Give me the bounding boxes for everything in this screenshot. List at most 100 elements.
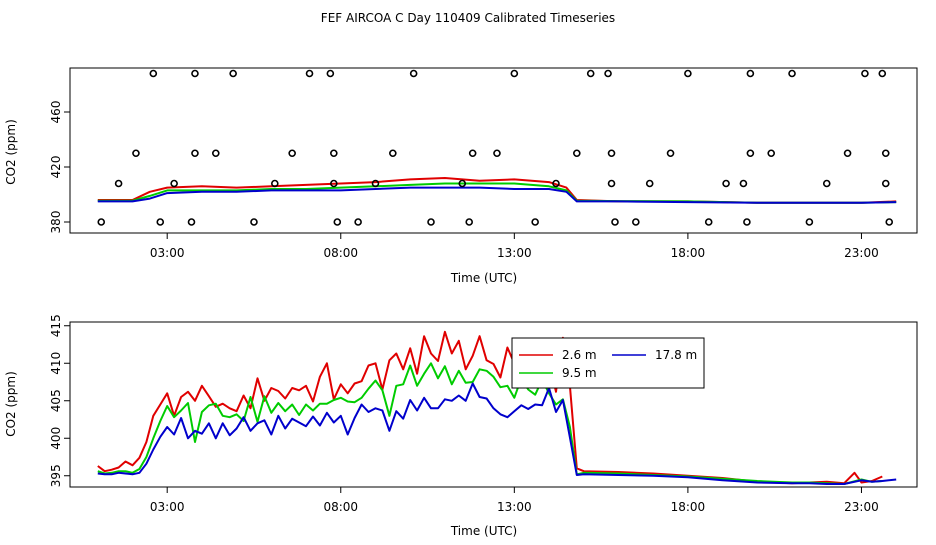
bottom-x-axis: 03:00 08:00 13:00 18:00 23:00 [150,487,879,514]
x-tick-label: 03:00 [150,246,185,260]
scatter-point [191,69,199,78]
scatter-point [645,179,654,188]
scatter-point [604,69,612,78]
scatter-point [739,179,748,188]
scatter-point [552,179,560,188]
scatter-point [271,179,279,188]
scatter-point [586,69,595,78]
legend-label-9-5m: 9.5 m [562,366,597,380]
x-tick-label: 03:00 [150,500,185,514]
scatter-point [132,149,140,158]
scatter-point [746,149,755,158]
scatter-point [250,218,258,226]
y-tick-label: 415 [49,314,63,337]
x-tick-label: 23:00 [844,246,879,260]
scatter-point [743,218,751,226]
bottom-series-lines [97,330,897,485]
scatter-point [881,179,890,188]
scatter-point [878,69,887,78]
y-tick-label: 420 [49,156,63,179]
scatter-point [885,218,894,226]
legend: 2.6 m 9.5 m 17.8 m [511,337,705,389]
scatter-point [389,149,397,158]
legend-label-17-8m: 17.8 m [655,348,697,362]
bottom-plot-frame [69,321,918,488]
scatter-point [326,69,335,78]
scatter-point [330,179,338,188]
scatter-point [510,69,519,78]
top-plot-frame [69,67,918,234]
top-scatter-points [97,69,894,226]
y-tick-label: 400 [49,427,63,450]
scatter-point [305,69,314,78]
scatter-point [288,149,296,158]
chart-title: FEF AIRCOA C Day 110409 Calibrated Times… [321,11,615,25]
series-line-2-6-m [97,330,883,485]
series-line-17-8-m [97,382,897,485]
scatter-point [746,69,755,78]
scatter-point [607,149,616,158]
x-tick-label: 08:00 [323,500,358,514]
scatter-point [805,218,814,226]
scatter-point [684,69,692,78]
scatter-point [632,218,640,226]
x-tick-label: 13:00 [497,500,532,514]
scatter-point [722,179,730,188]
bottom-panel: 03:00 08:00 13:00 18:00 23:00 395 400 405 410 41… [4,314,918,538]
x-tick-label: 23:00 [844,500,879,514]
scatter-point [465,218,474,226]
top-panel: 03:00 08:00 13:00 18:00 23:00 380 420 460 Time… [4,67,918,285]
top-x-axis: 03:00 08:00 13:00 18:00 23:00 [150,233,879,260]
scatter-point [170,179,178,188]
scatter-point [211,149,220,158]
scatter-point [607,179,616,188]
scatter-point [229,69,237,78]
scatter-point [354,218,362,226]
scatter-point [330,149,338,158]
top-y-axis-title: CO2 (ppm) [4,119,18,185]
top-series-lines [97,177,897,204]
scatter-point [191,149,199,158]
scatter-point [881,149,890,158]
scatter-point [666,149,675,158]
y-tick-label: 460 [49,101,63,124]
y-tick-label: 380 [49,211,63,234]
bottom-y-axis: 395 400 405 410 415 [49,314,70,487]
scatter-point [767,149,776,158]
top-y-axis: 380 420 460 [49,101,70,234]
scatter-point [822,179,831,188]
scatter-point [97,218,106,226]
scatter-point [149,69,158,78]
scatter-point [114,179,123,188]
scatter-point [611,218,619,226]
scatter-point [788,69,796,78]
legend-label-2-6m: 2.6 m [562,348,597,362]
series-line-17-8-m [97,186,897,204]
scatter-point [458,179,467,188]
series-line-9-5-m [97,362,883,485]
legend-box [511,337,705,389]
scatter-point [493,149,501,158]
y-tick-label: 405 [49,389,63,412]
scatter-point [409,69,418,78]
y-tick-label: 395 [49,464,63,487]
scatter-point [371,179,380,188]
scatter-point [573,149,581,158]
y-tick-label: 410 [49,352,63,375]
x-tick-label: 18:00 [671,500,706,514]
scatter-point [531,218,539,226]
scatter-point [704,218,713,226]
scatter-point [843,149,852,158]
bottom-y-axis-title: CO2 (ppm) [4,371,18,437]
x-tick-label: 13:00 [497,246,532,260]
bottom-x-axis-title: Time (UTC) [450,524,517,538]
x-tick-label: 08:00 [323,246,358,260]
scatter-point [861,69,869,78]
top-x-axis-title: Time (UTC) [450,271,517,285]
scatter-point [427,218,435,226]
x-tick-label: 18:00 [671,246,706,260]
scatter-point [187,218,196,226]
scatter-point [333,218,342,226]
